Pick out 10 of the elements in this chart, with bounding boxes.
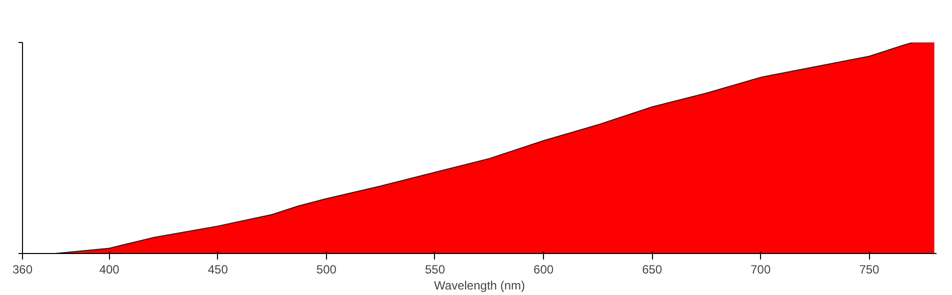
- x-tick-label: 650: [642, 262, 662, 276]
- x-tick-label: 450: [208, 262, 228, 276]
- x-tick-label: 750: [859, 262, 880, 276]
- x-tick-label: 600: [534, 262, 554, 276]
- x-tick-label: 400: [99, 262, 120, 276]
- x-tick-label: 550: [424, 262, 446, 276]
- x-axis-title: Wavelength (nm): [434, 278, 525, 292]
- x-tick-label: 700: [750, 262, 771, 276]
- x-tick-label: 500: [316, 262, 337, 276]
- x-tick-label: 360: [12, 262, 33, 276]
